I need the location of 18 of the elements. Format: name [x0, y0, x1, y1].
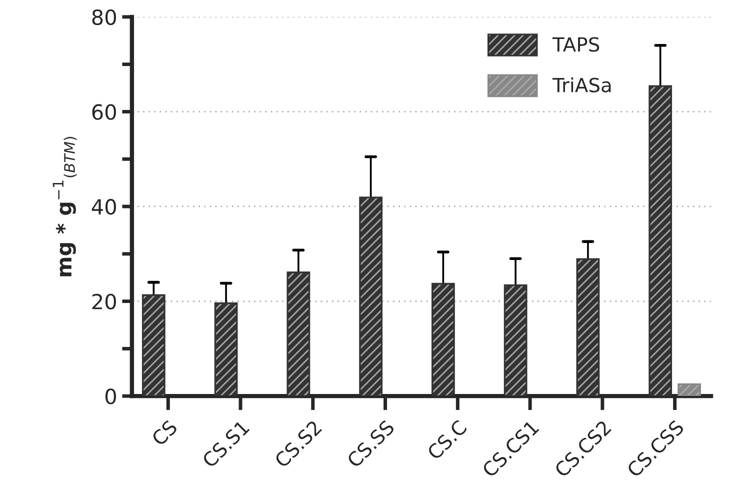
x-tick-label: CS — [150, 419, 178, 446]
y-tick-label: 0 — [105, 388, 116, 404]
legend-label: TAPS — [552, 37, 600, 52]
legend-label: TriASa — [552, 77, 611, 92]
bar — [648, 85, 672, 396]
bar — [504, 284, 528, 396]
bar — [576, 258, 600, 396]
y-tick-label: 80 — [92, 9, 116, 26]
y-tick-label: 40 — [92, 198, 116, 215]
bar — [678, 383, 701, 396]
y-tick-label: 60 — [92, 104, 116, 120]
y-axis-title: mg * g$^{−1}$$_{(BTM)}$ — [52, 136, 77, 276]
bar — [286, 272, 310, 396]
bar — [142, 294, 166, 396]
bar — [432, 282, 455, 396]
y-tick-label: 20 — [92, 294, 116, 310]
bar — [359, 196, 382, 396]
bar — [214, 302, 238, 396]
